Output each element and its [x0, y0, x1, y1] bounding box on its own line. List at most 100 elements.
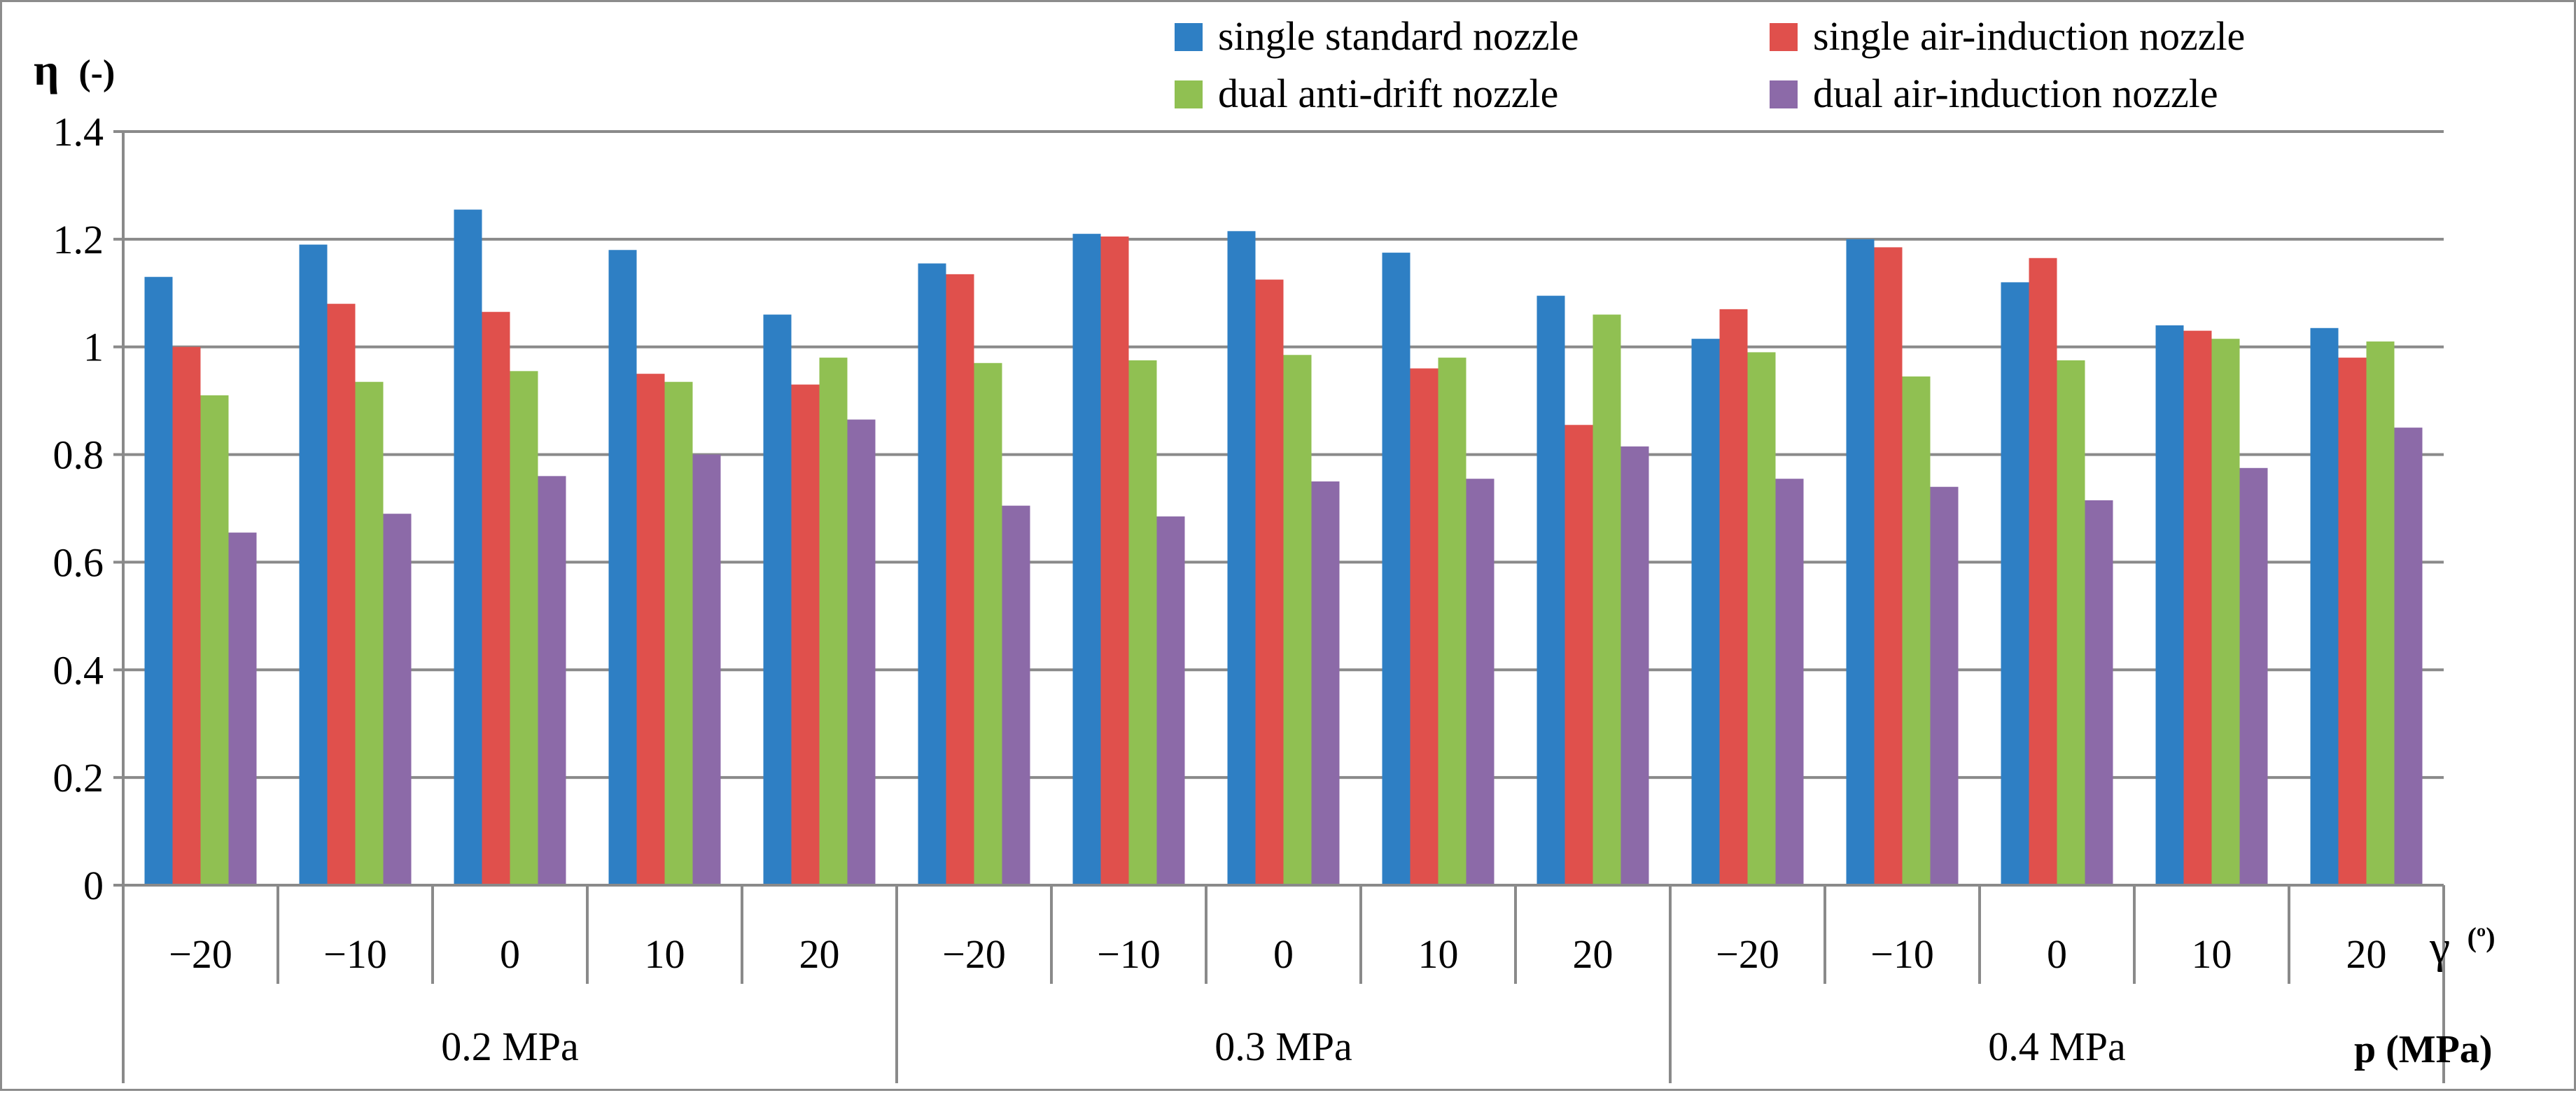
- y-tick-label: 0.8: [53, 432, 104, 478]
- bar-single-air-induction-nozzle: [1410, 368, 1438, 885]
- bar-single-standard-nozzle: [608, 250, 637, 885]
- bar-dual-anti-drift-nozzle: [2366, 341, 2395, 885]
- bar-dual-air-induction-nozzle: [847, 419, 876, 885]
- x-tick-label: 20: [2346, 931, 2387, 977]
- y-axis-unit: (-): [78, 53, 115, 93]
- bar-single-air-induction-nozzle: [1564, 425, 1593, 885]
- legend-label: single air-induction nozzle: [1813, 13, 2245, 59]
- bar-single-air-induction-nozzle: [327, 304, 356, 886]
- bar-dual-air-induction-nozzle: [2085, 500, 2113, 885]
- bar-single-air-induction-nozzle: [946, 274, 974, 885]
- bar-dual-air-induction-nozzle: [1466, 479, 1494, 885]
- bar-single-air-induction-nozzle: [482, 311, 510, 886]
- bar-dual-air-induction-nozzle: [692, 454, 721, 885]
- bar-dual-anti-drift-nozzle: [1128, 360, 1157, 885]
- bar-single-standard-nozzle: [299, 244, 328, 885]
- y-tick-label: 1.2: [53, 217, 104, 262]
- group-label: 0.3 MPa: [1214, 1024, 1352, 1069]
- bar-single-standard-nozzle: [2155, 325, 2184, 885]
- x-tick-label: 10: [645, 931, 685, 977]
- bar-single-air-induction-nozzle: [636, 374, 665, 885]
- x-tick-label: 20: [1573, 931, 1614, 977]
- bar-dual-anti-drift-nozzle: [2211, 339, 2240, 885]
- bar-dual-anti-drift-nozzle: [1902, 376, 1931, 885]
- x-outer-axis-label: p (MPa): [2354, 1028, 2493, 1071]
- bar-single-air-induction-nozzle: [1719, 309, 1748, 886]
- bar-dual-air-induction-nozzle: [2394, 428, 2423, 885]
- bar-single-air-induction-nozzle: [791, 384, 820, 885]
- y-tick-label: 0.4: [53, 647, 104, 693]
- legend-swatch: [1175, 80, 1203, 108]
- legend-label: dual air-induction nozzle: [1813, 71, 2218, 116]
- x-tick-label: −20: [169, 931, 232, 977]
- bar-single-standard-nozzle: [1846, 239, 1875, 885]
- x-tick-label: −20: [942, 931, 1006, 977]
- bar-single-standard-nozzle: [2310, 327, 2339, 885]
- bar-single-standard-nozzle: [1536, 295, 1565, 885]
- bars: [144, 209, 2423, 886]
- x-tick-label: 20: [799, 931, 840, 977]
- bar-dual-anti-drift-nozzle: [510, 371, 538, 885]
- bar-dual-anti-drift-nozzle: [819, 358, 848, 886]
- group-label: 0.2 MPa: [441, 1024, 579, 1069]
- x-tick-label: 0: [1273, 931, 1294, 977]
- y-axis-symbol: η: [34, 45, 59, 94]
- bar-dual-anti-drift-nozzle: [200, 395, 229, 885]
- legend-label: single standard nozzle: [1218, 13, 1578, 59]
- bar-dual-anti-drift-nozzle: [664, 381, 693, 885]
- bar-single-air-induction-nozzle: [2338, 358, 2367, 886]
- bar-single-standard-nozzle: [1227, 231, 1256, 885]
- bar-single-standard-nozzle: [763, 314, 792, 885]
- x-tick-label: −10: [1870, 931, 1934, 977]
- x-inner-axis-symbol: γ: [2429, 922, 2450, 973]
- bar-single-standard-nozzle: [1382, 253, 1410, 885]
- bar-dual-air-induction-nozzle: [2239, 467, 2268, 885]
- x-tick-label: −20: [1716, 931, 1779, 977]
- bar-dual-anti-drift-nozzle: [1747, 352, 1776, 886]
- bar-single-air-induction-nozzle: [2183, 330, 2212, 885]
- bar-dual-air-induction-nozzle: [228, 533, 257, 885]
- bar-dual-air-induction-nozzle: [1156, 516, 1185, 885]
- x-tick-label: 10: [1418, 931, 1459, 977]
- bar-dual-anti-drift-nozzle: [1592, 314, 1621, 885]
- y-tick-labels: 0 0.2 0.4 0.6 0.8 1 1.2 1.4: [53, 109, 104, 908]
- x-tick-label: 0: [500, 931, 520, 977]
- bar-dual-air-induction-nozzle: [538, 476, 566, 885]
- x-inner-axis-unit: (º): [2468, 922, 2496, 953]
- legend: single standard nozzle single air-inducti…: [1175, 13, 2245, 116]
- y-tick-label: 0.6: [53, 540, 104, 585]
- y-tick-label: 1.4: [53, 109, 104, 155]
- bar-single-standard-nozzle: [1072, 234, 1101, 885]
- axes: [122, 132, 2445, 1083]
- bar-dual-air-induction-nozzle: [1930, 486, 1959, 885]
- bar-dual-anti-drift-nozzle: [1438, 358, 1466, 886]
- bar-single-standard-nozzle: [1691, 339, 1720, 885]
- y-tick-label: 1: [83, 325, 104, 370]
- bar-single-air-induction-nozzle: [1255, 279, 1284, 885]
- bar-single-standard-nozzle: [2001, 282, 2029, 885]
- bar-single-standard-nozzle: [144, 276, 173, 885]
- y-tick-label: 0: [83, 863, 104, 908]
- group-label: 0.4 MPa: [1988, 1024, 2126, 1069]
- x-tick-label: −10: [1097, 931, 1161, 977]
- bar-dual-anti-drift-nozzle: [2057, 360, 2085, 885]
- x-tick-label: 0: [2047, 931, 2067, 977]
- bar-single-air-induction-nozzle: [2029, 258, 2057, 886]
- legend-swatch: [1770, 80, 1798, 108]
- bar-dual-air-induction-nozzle: [1775, 479, 1804, 885]
- legend-swatch: [1175, 23, 1203, 51]
- bar-single-standard-nozzle: [918, 263, 946, 886]
- bar-dual-anti-drift-nozzle: [974, 362, 1002, 885]
- x-inner-axis-label: γ (º): [2429, 922, 2496, 973]
- y-axis-label: η (-): [34, 45, 115, 94]
- bar-single-air-induction-nozzle: [1100, 237, 1129, 885]
- bar-dual-air-induction-nozzle: [1620, 446, 1649, 885]
- bar-single-air-induction-nozzle: [172, 346, 201, 885]
- legend-label: dual anti-drift nozzle: [1218, 71, 1558, 116]
- x-tick-labels: −20 −10 0 10 20 0.2 MPa −20 −10 0 10 20 0.3 MPa −20 −…: [169, 931, 2386, 1069]
- bar-dual-air-induction-nozzle: [1002, 505, 1030, 885]
- bar-single-standard-nozzle: [454, 209, 482, 886]
- x-tick-label: 10: [2192, 931, 2232, 977]
